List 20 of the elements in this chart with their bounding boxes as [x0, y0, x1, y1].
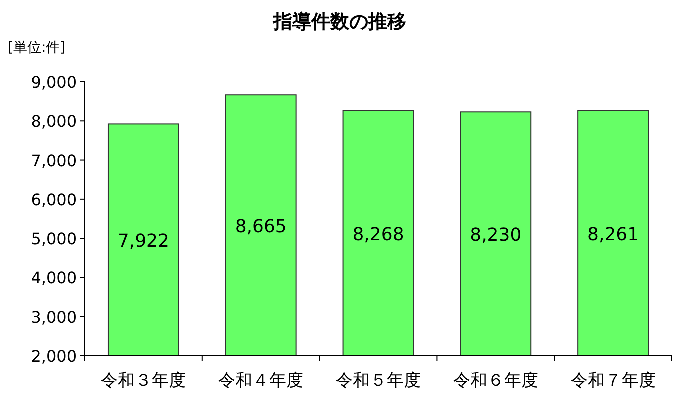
x-tick-label: 令和７年度: [570, 371, 656, 391]
y-tick-label: 3,000: [31, 308, 77, 327]
y-tick-label: 6,000: [31, 190, 77, 210]
y-tick-label: 4,000: [31, 268, 77, 288]
data-label: 8,230: [470, 225, 522, 246]
data-label: 8,268: [352, 224, 404, 246]
data-label: 7,922: [118, 231, 170, 252]
x-tick-label: 令和５年度: [336, 371, 421, 391]
chart-title: 指導件数の推移: [272, 11, 406, 33]
y-tick-label: 5,000: [31, 230, 77, 249]
y-tick-label: 7,000: [31, 151, 77, 170]
text: [単位:件]: [8, 40, 66, 56]
data-label: 8,665: [235, 216, 287, 238]
y-tick-label: 2,000: [31, 347, 77, 366]
x-tick-label: 令和３年度: [101, 371, 186, 391]
x-tick-label: 令和４年度: [218, 371, 304, 391]
y-tick-label: 9,000: [31, 73, 77, 92]
x-tick-label: 令和６年度: [453, 371, 538, 391]
data-label: 8,261: [588, 224, 640, 246]
y-tick-label: 8,000: [31, 112, 77, 132]
